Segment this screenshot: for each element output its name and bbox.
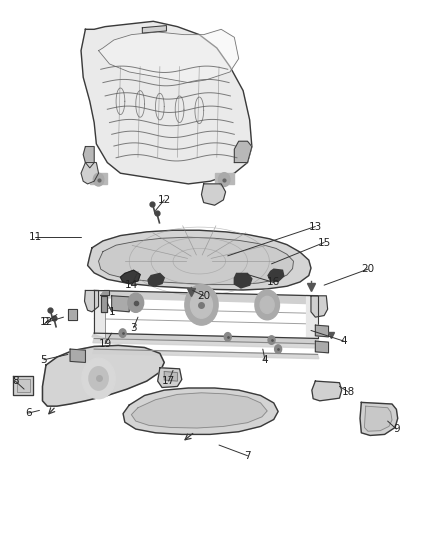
Polygon shape [315,341,328,353]
Polygon shape [112,296,129,312]
Polygon shape [164,372,177,381]
Text: 9: 9 [393,424,400,434]
Polygon shape [148,273,164,286]
Circle shape [89,367,108,390]
Polygon shape [100,290,109,295]
Polygon shape [315,325,328,337]
Text: 2: 2 [42,318,49,327]
Polygon shape [13,376,33,395]
Text: 12: 12 [39,318,53,327]
Text: 8: 8 [12,376,19,386]
Polygon shape [17,379,30,392]
Text: 20: 20 [361,264,374,274]
Text: 4: 4 [261,355,268,365]
Polygon shape [215,173,234,184]
Polygon shape [70,349,85,362]
Text: 18: 18 [342,387,355,397]
Text: 6: 6 [25,408,32,418]
Circle shape [255,290,279,320]
Text: 1: 1 [108,307,115,317]
Polygon shape [94,290,105,337]
Text: 5: 5 [40,355,47,365]
Polygon shape [99,29,239,83]
Polygon shape [201,184,226,205]
Polygon shape [81,21,252,184]
Polygon shape [312,381,342,401]
Circle shape [82,358,115,399]
Text: 17: 17 [162,376,175,386]
Circle shape [119,329,126,337]
Circle shape [275,345,282,353]
Polygon shape [123,388,278,434]
Polygon shape [360,402,398,435]
Polygon shape [90,290,322,304]
Polygon shape [92,333,320,344]
Text: 14: 14 [125,280,138,290]
Text: 12: 12 [158,195,171,205]
Polygon shape [142,26,166,33]
Circle shape [219,173,230,187]
Circle shape [185,285,218,325]
Text: 4: 4 [340,336,347,346]
Polygon shape [307,295,318,338]
Polygon shape [90,173,107,184]
Circle shape [260,296,274,313]
Text: 20: 20 [197,291,210,301]
Circle shape [268,336,275,344]
Text: 3: 3 [130,323,137,333]
Polygon shape [131,393,267,428]
Polygon shape [268,269,284,281]
Polygon shape [234,273,252,288]
Polygon shape [120,270,140,284]
Polygon shape [158,368,182,387]
Polygon shape [99,237,293,285]
Polygon shape [68,309,77,320]
Polygon shape [311,296,328,317]
Text: 7: 7 [244,451,251,461]
Text: 11: 11 [28,232,42,242]
Polygon shape [85,290,99,312]
Text: 13: 13 [309,222,322,231]
Circle shape [224,333,231,341]
Polygon shape [81,163,99,184]
Circle shape [93,173,104,186]
Polygon shape [93,338,319,348]
Polygon shape [88,230,311,290]
Polygon shape [101,296,107,312]
Polygon shape [42,345,164,406]
Polygon shape [234,141,252,163]
Circle shape [191,292,212,318]
Text: 15: 15 [318,238,331,247]
Text: 16: 16 [267,278,280,287]
Polygon shape [93,349,319,359]
Polygon shape [364,406,392,431]
Text: 19: 19 [99,339,112,349]
Circle shape [128,293,144,312]
Polygon shape [83,147,94,168]
